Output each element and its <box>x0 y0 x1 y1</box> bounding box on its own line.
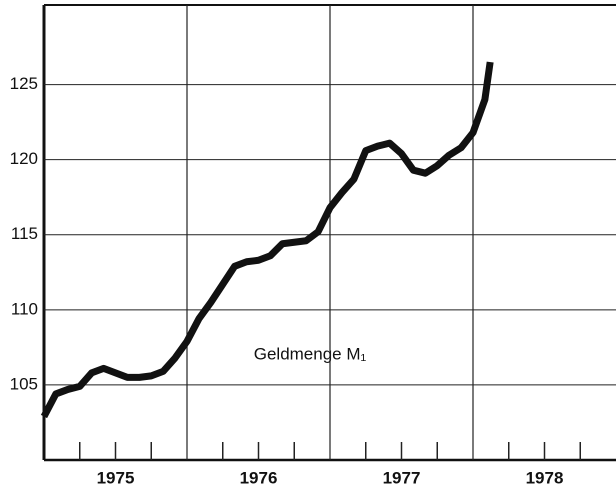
y-tick-label: 110 <box>11 299 38 318</box>
x-tick-label: 1977 <box>383 468 421 487</box>
annotation: Geldmenge M₁ <box>254 344 367 363</box>
y-tick-label: 120 <box>10 149 38 168</box>
y-tick-label: 115 <box>11 224 38 243</box>
x-tick-label: 1978 <box>526 468 564 487</box>
y-tick-label: 125 <box>10 74 38 93</box>
x-tick-label: 1975 <box>97 468 135 487</box>
line-series <box>40 61 494 419</box>
y-tick-label: 105 <box>10 374 38 393</box>
x-tick-label: 1976 <box>240 468 278 487</box>
